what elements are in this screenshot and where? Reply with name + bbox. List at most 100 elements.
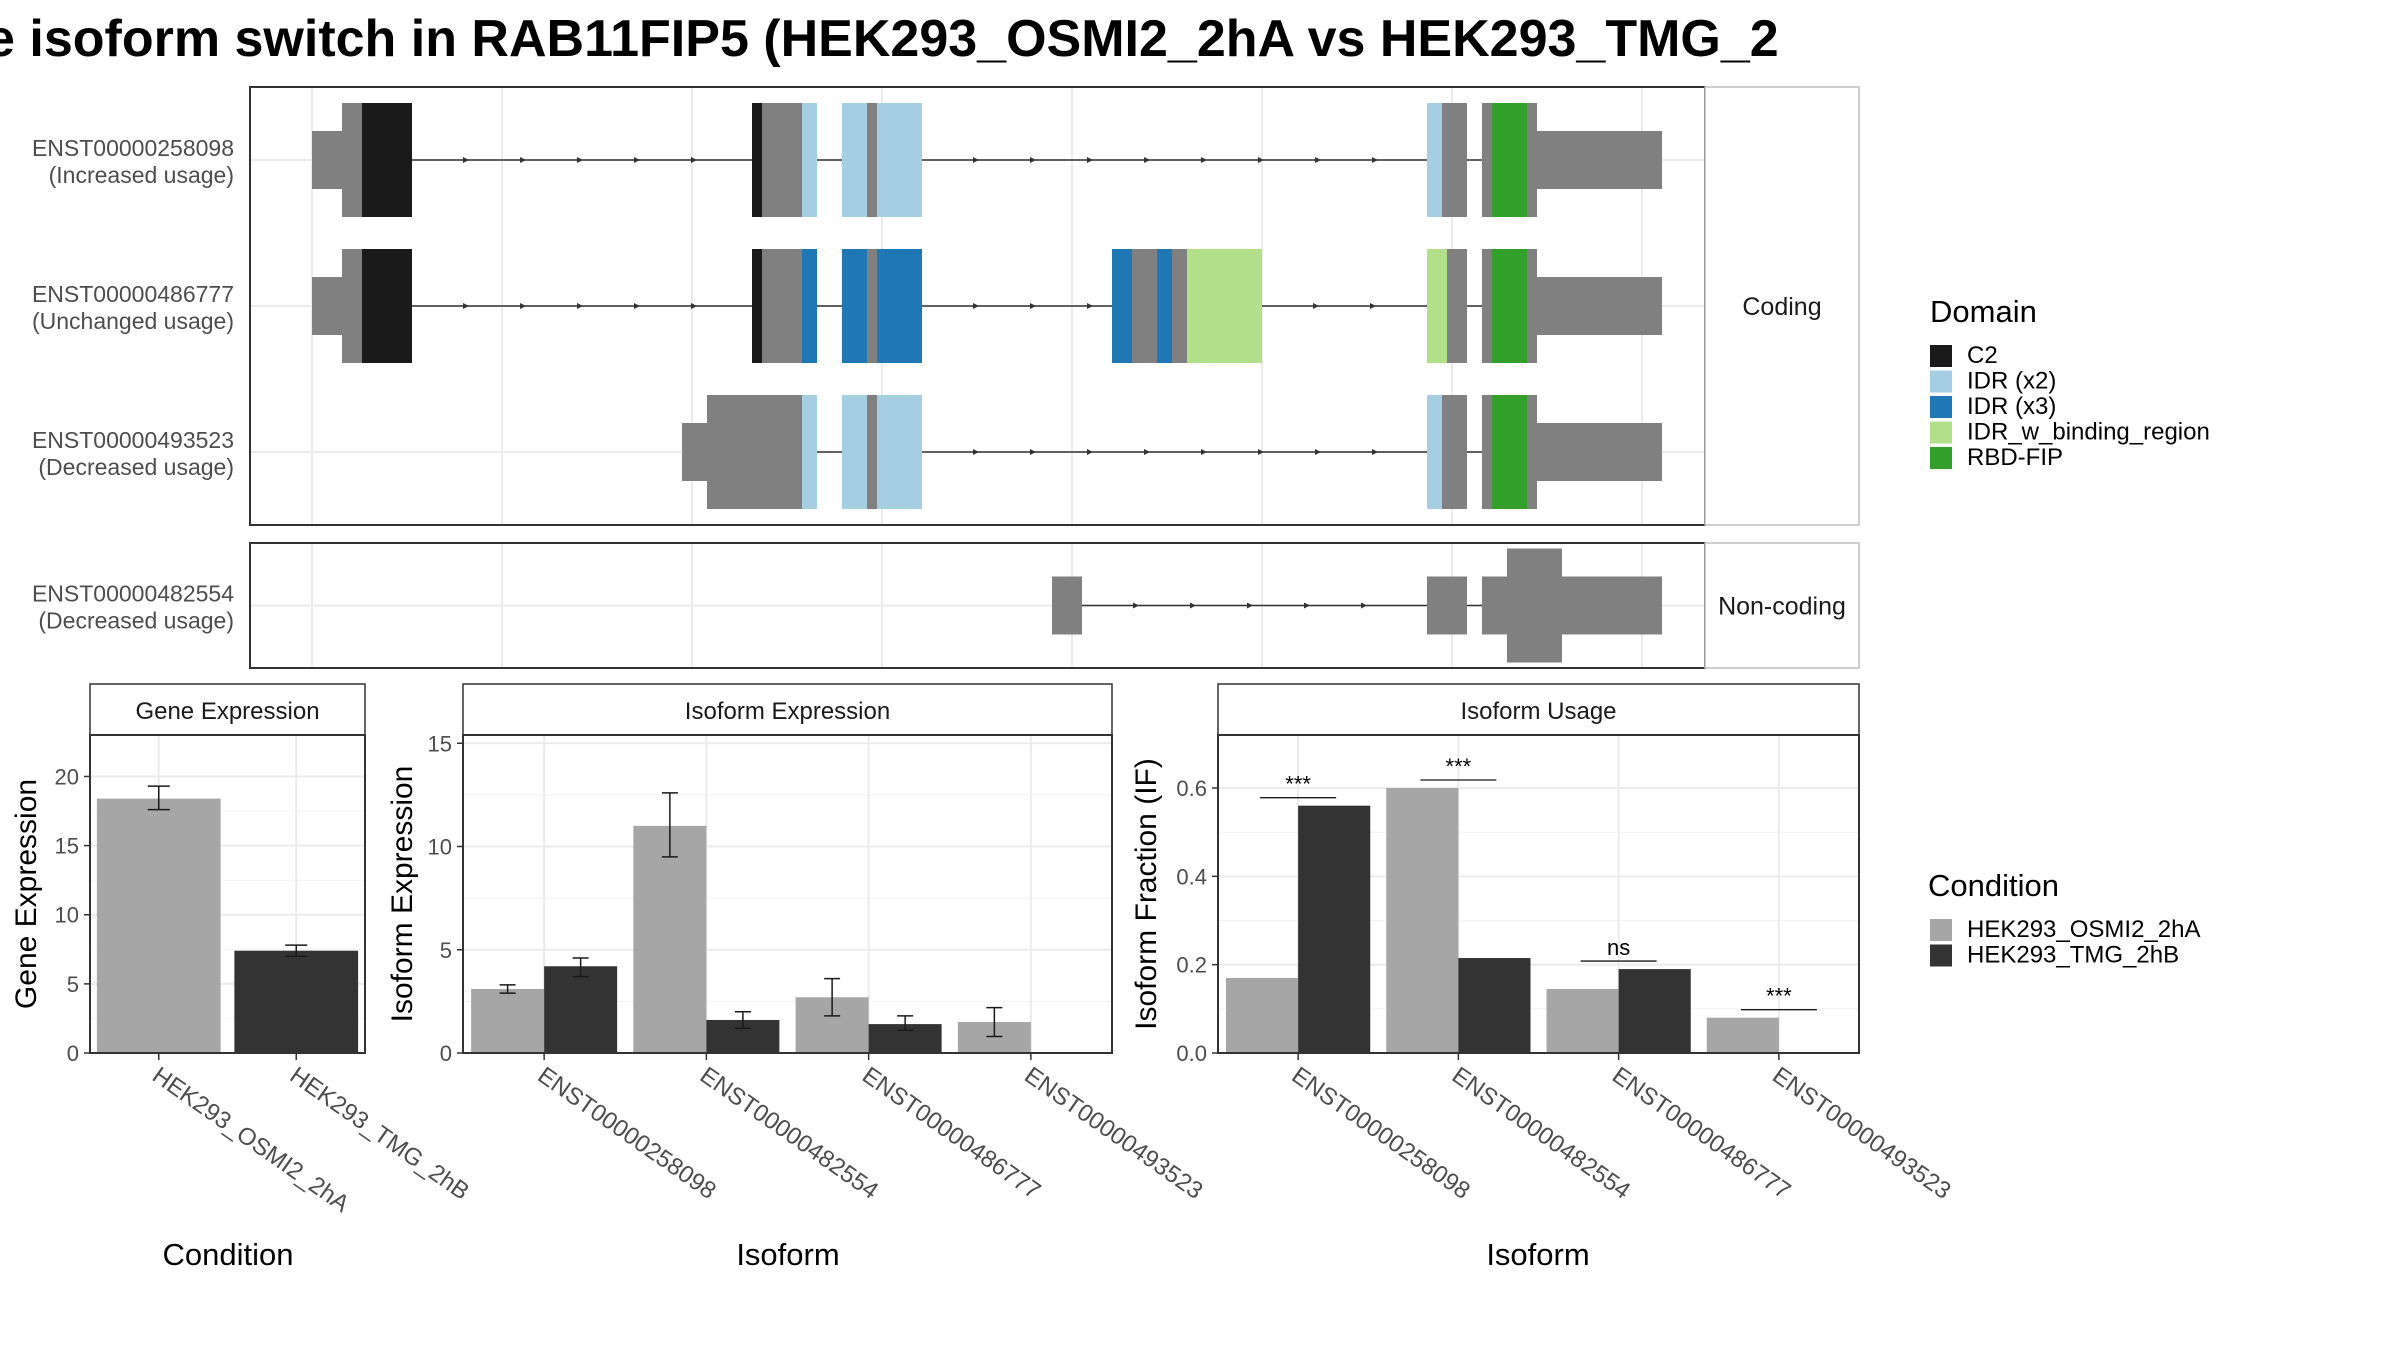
chart-title-strip: [89, 683, 366, 736]
bar: [234, 950, 359, 1053]
utr-exon: [682, 423, 707, 481]
domain-segment: [1492, 249, 1527, 363]
domain-segment: [877, 249, 922, 363]
domain-segment: [1112, 249, 1132, 363]
coding-exon: [762, 103, 802, 217]
utr-exon: [1537, 277, 1662, 335]
coding-exon: [1447, 249, 1467, 363]
intron-arrow: [1201, 157, 1207, 163]
intron-arrow: [577, 157, 583, 163]
utr-exon: [1427, 576, 1467, 635]
legend-swatch: [1930, 919, 1952, 941]
legend-label: IDR (x3): [1967, 393, 2056, 420]
significance-label: ***: [1285, 772, 1311, 797]
y-tick-label: 0.4: [1176, 864, 1207, 889]
y-axis-title: Isoform Expression: [386, 766, 419, 1023]
utr-exon: [1537, 131, 1662, 189]
transcript-id-label: ENST00000493523: [32, 427, 234, 453]
domain-segment: [1187, 249, 1262, 363]
domain-segment: [802, 249, 817, 363]
domain-segment: [842, 249, 867, 363]
intron-arrow: [1087, 449, 1093, 455]
domain-segment: [842, 395, 867, 509]
y-tick-label: 10: [55, 903, 79, 928]
bar: [1298, 805, 1371, 1053]
bar: [1386, 788, 1459, 1053]
legend-swatch: [1930, 370, 1952, 393]
domain-segment: [752, 249, 762, 363]
utr-exon: [1482, 576, 1507, 635]
expression-charts: Gene Expression05101520HEK293_OSMI2_2hAH…: [10, 683, 1956, 1272]
domain-segment: [1492, 103, 1527, 217]
y-tick-label: 0.2: [1176, 953, 1207, 978]
legend-label: IDR (x2): [1967, 368, 2056, 395]
intron-arrow: [1087, 157, 1093, 163]
bar: [633, 825, 707, 1053]
y-tick-label: 0.6: [1176, 776, 1207, 801]
transcript-usage-label: (Unchanged usage): [32, 308, 234, 334]
coding-exon: [1482, 103, 1492, 217]
x-axis-title: Condition: [163, 1237, 294, 1272]
bar: [1458, 958, 1531, 1053]
intron-arrow: [577, 303, 583, 309]
coding-exon: [867, 395, 877, 509]
legend-swatch: [1930, 345, 1952, 367]
intron-arrow: [1372, 449, 1378, 455]
domain-segment: [1427, 249, 1447, 363]
x-tick-label: ENST00000493523: [1019, 1062, 1207, 1205]
intron-arrow: [973, 157, 979, 163]
intron-arrow: [1030, 303, 1036, 309]
coding-exon: [1527, 249, 1537, 363]
intron-arrow: [1144, 157, 1150, 163]
chart-title: Isoform Usage: [1460, 698, 1616, 725]
intron-arrow: [973, 303, 979, 309]
domain-segment: [842, 103, 867, 217]
coding-exon: [1172, 249, 1187, 363]
coding-exon: [1482, 395, 1492, 509]
y-tick-label: 0: [440, 1041, 452, 1066]
significance-label: ***: [1766, 984, 1792, 1009]
intron-arrow: [463, 157, 469, 163]
intron-arrow: [1304, 602, 1310, 609]
facet-strip: [1704, 542, 1860, 669]
transcript-structure-panel: ENST00000258098(Increased usage) ENST0000…: [32, 86, 1860, 669]
coding-exon: [1527, 395, 1537, 509]
coding-exon: [342, 249, 362, 363]
significance-label: ***: [1446, 754, 1472, 779]
domain-segment: [877, 395, 922, 509]
y-tick-label: 15: [55, 834, 79, 859]
facet-label: Non-coding: [1718, 593, 1846, 621]
intron-arrow: [1372, 157, 1378, 163]
intron-arrow: [634, 303, 640, 309]
domain-segment: [362, 103, 412, 217]
intron-arrow: [1030, 157, 1036, 163]
utr-exon: [312, 131, 342, 189]
transcript-id-label: ENST00000486777: [32, 281, 234, 307]
y-tick-label: 10: [428, 835, 452, 860]
y-axis-title: Isoform Fraction (IF): [1130, 758, 1163, 1030]
bar: [1706, 1017, 1779, 1053]
legend-label: HEK293_TMG_2hB: [1967, 942, 2179, 969]
legend-swatch: [1930, 944, 1952, 967]
intron-arrow: [520, 303, 526, 309]
bar: [471, 988, 545, 1053]
domain-segment: [752, 103, 762, 217]
chart-title: Isoform Expression: [685, 698, 890, 725]
intron-arrow: [1315, 449, 1321, 455]
transcript-usage-label: (Increased usage): [49, 162, 234, 188]
transcript-id-label: ENST00000258098: [32, 135, 234, 161]
intron-arrow: [973, 449, 979, 455]
chart-title: Gene Expression: [135, 698, 319, 725]
legend-swatch: [1930, 447, 1952, 469]
intron-arrow: [691, 157, 697, 163]
domain-segment: [1492, 395, 1527, 509]
x-axis-title: Isoform: [736, 1237, 839, 1272]
domain-segment: [362, 249, 412, 363]
legend-swatch: [1930, 396, 1952, 418]
coding-exon: [342, 103, 362, 217]
intron-arrow: [1361, 602, 1367, 609]
x-axis-title: Isoform: [1486, 1237, 1589, 1272]
bar: [1226, 977, 1299, 1053]
coding-exon: [762, 249, 802, 363]
coding-exon: [1482, 249, 1492, 363]
